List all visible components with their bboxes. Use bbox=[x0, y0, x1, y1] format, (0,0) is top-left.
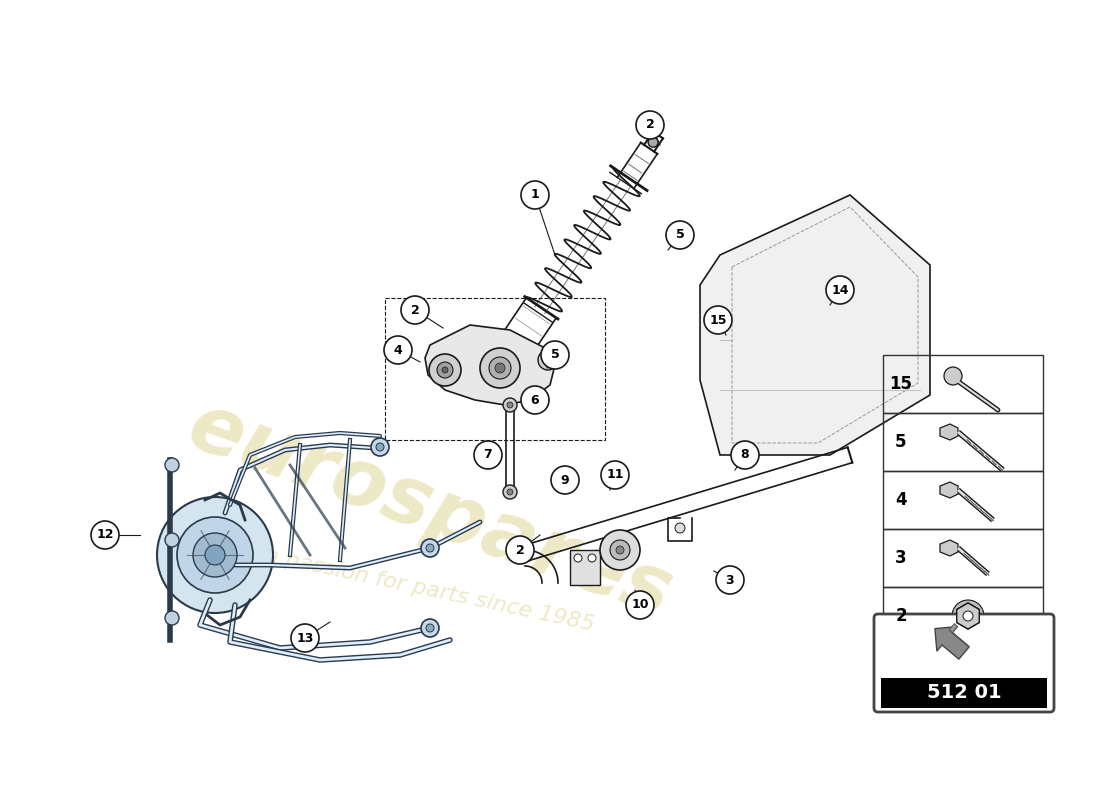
Bar bbox=[881, 678, 1047, 708]
Circle shape bbox=[543, 355, 553, 365]
Circle shape bbox=[402, 296, 429, 324]
Polygon shape bbox=[940, 482, 958, 498]
Text: 14: 14 bbox=[832, 283, 849, 297]
Circle shape bbox=[437, 362, 453, 378]
Text: 2: 2 bbox=[516, 543, 525, 557]
Text: 15: 15 bbox=[890, 375, 913, 393]
Circle shape bbox=[944, 367, 962, 385]
Circle shape bbox=[521, 386, 549, 414]
Text: 512 01: 512 01 bbox=[926, 683, 1001, 702]
Circle shape bbox=[574, 554, 582, 562]
Circle shape bbox=[177, 517, 253, 593]
Polygon shape bbox=[935, 626, 969, 659]
Circle shape bbox=[506, 536, 534, 564]
Text: 4: 4 bbox=[895, 491, 906, 509]
Circle shape bbox=[600, 530, 640, 570]
Circle shape bbox=[490, 357, 512, 379]
Polygon shape bbox=[940, 540, 958, 556]
Circle shape bbox=[480, 348, 520, 388]
Circle shape bbox=[421, 539, 439, 557]
Circle shape bbox=[962, 611, 974, 621]
Circle shape bbox=[826, 276, 854, 304]
Text: 10: 10 bbox=[631, 598, 649, 611]
Text: 2: 2 bbox=[895, 607, 906, 625]
Circle shape bbox=[421, 619, 439, 637]
Polygon shape bbox=[425, 325, 556, 405]
Text: 6: 6 bbox=[530, 394, 539, 406]
Text: 2: 2 bbox=[646, 118, 654, 131]
Bar bbox=[883, 413, 1043, 471]
Circle shape bbox=[732, 441, 759, 469]
Polygon shape bbox=[700, 195, 930, 455]
Circle shape bbox=[610, 540, 630, 560]
Text: 5: 5 bbox=[675, 229, 684, 242]
Circle shape bbox=[495, 362, 507, 374]
Circle shape bbox=[503, 485, 517, 499]
Bar bbox=[883, 471, 1043, 529]
Text: 15: 15 bbox=[710, 314, 727, 326]
Text: 13: 13 bbox=[296, 631, 314, 645]
Circle shape bbox=[541, 341, 569, 369]
Polygon shape bbox=[949, 624, 957, 633]
Bar bbox=[883, 587, 1043, 645]
Text: 12: 12 bbox=[97, 529, 113, 542]
Circle shape bbox=[426, 544, 434, 552]
Circle shape bbox=[474, 441, 502, 469]
Circle shape bbox=[157, 497, 273, 613]
Bar bbox=[883, 355, 1043, 413]
Circle shape bbox=[538, 350, 558, 370]
Circle shape bbox=[205, 545, 225, 565]
Text: 3: 3 bbox=[726, 574, 735, 586]
Circle shape bbox=[426, 624, 434, 632]
Text: 3: 3 bbox=[895, 549, 906, 567]
Circle shape bbox=[371, 438, 389, 456]
Circle shape bbox=[91, 521, 119, 549]
Circle shape bbox=[192, 533, 236, 577]
Text: 8: 8 bbox=[740, 449, 749, 462]
Circle shape bbox=[165, 458, 179, 472]
Circle shape bbox=[616, 546, 624, 554]
Circle shape bbox=[376, 443, 384, 451]
Circle shape bbox=[165, 611, 179, 625]
Circle shape bbox=[429, 354, 461, 386]
Circle shape bbox=[601, 461, 629, 489]
Polygon shape bbox=[940, 424, 958, 440]
Text: 11: 11 bbox=[606, 469, 624, 482]
Text: 1: 1 bbox=[530, 189, 539, 202]
Circle shape bbox=[666, 221, 694, 249]
Circle shape bbox=[648, 138, 658, 147]
Circle shape bbox=[521, 181, 549, 209]
Circle shape bbox=[636, 111, 664, 139]
Circle shape bbox=[507, 402, 513, 408]
Circle shape bbox=[716, 566, 744, 594]
Circle shape bbox=[503, 398, 517, 412]
Text: eurospares: eurospares bbox=[177, 386, 682, 634]
Text: 2: 2 bbox=[410, 303, 419, 317]
Circle shape bbox=[292, 624, 319, 652]
Circle shape bbox=[588, 554, 596, 562]
Text: 5: 5 bbox=[551, 349, 560, 362]
Polygon shape bbox=[957, 603, 979, 629]
Bar bbox=[883, 529, 1043, 587]
Circle shape bbox=[442, 367, 448, 373]
Circle shape bbox=[704, 306, 732, 334]
Circle shape bbox=[384, 336, 412, 364]
FancyBboxPatch shape bbox=[874, 614, 1054, 712]
Bar bbox=[570, 550, 600, 585]
Text: a passion for parts since 1985: a passion for parts since 1985 bbox=[263, 546, 596, 634]
Text: 7: 7 bbox=[484, 449, 493, 462]
Circle shape bbox=[952, 600, 984, 632]
Text: 4: 4 bbox=[394, 343, 403, 357]
Polygon shape bbox=[949, 630, 969, 647]
Circle shape bbox=[675, 523, 685, 533]
Circle shape bbox=[626, 591, 654, 619]
Circle shape bbox=[165, 533, 179, 547]
Text: 9: 9 bbox=[561, 474, 570, 486]
Circle shape bbox=[551, 466, 579, 494]
Circle shape bbox=[507, 489, 513, 495]
Text: 5: 5 bbox=[895, 433, 906, 451]
Polygon shape bbox=[957, 603, 979, 629]
Circle shape bbox=[495, 363, 505, 373]
